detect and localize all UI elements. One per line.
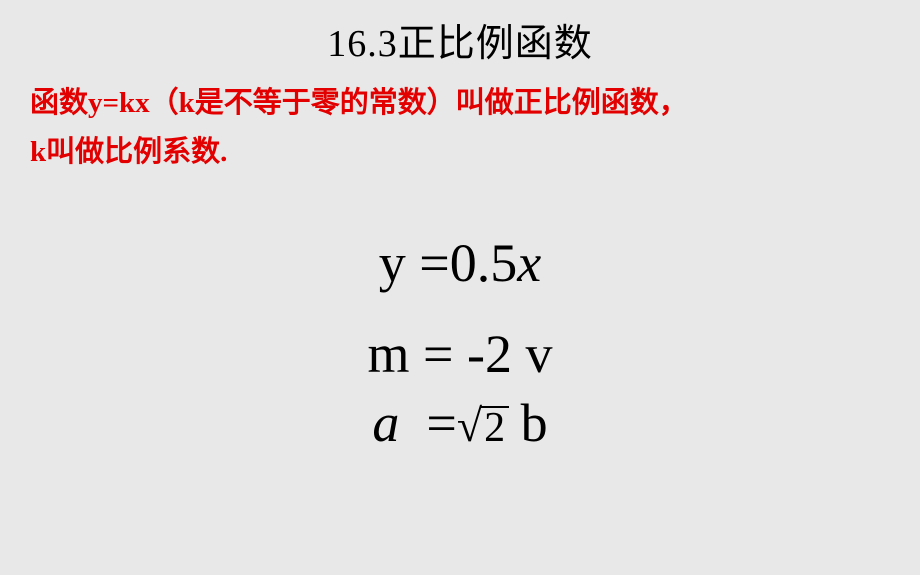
eq1-coef: 0.5: [450, 233, 518, 293]
eq3-lhs: a: [372, 393, 399, 453]
definition-line-1: 函数y=kx（k是不等于零的常数）叫做正比例函数，: [30, 87, 688, 119]
sqrt-wrap: √2: [457, 395, 507, 457]
slide: 16.3正比例函数 函数y=kx（k是不等于零的常数）叫做正比例函数， k叫做比…: [0, 0, 920, 575]
eq3-op: =: [426, 393, 456, 453]
slide-title: 16.3正比例函数: [0, 12, 920, 67]
equation-2: m = -2 v: [0, 318, 920, 391]
definition-text: 函数y=kx（k是不等于零的常数）叫做正比例函数， k叫做比例系数.: [0, 81, 920, 175]
eq1-var: x: [517, 233, 541, 293]
sqrt-sign: √: [457, 395, 482, 457]
equation-1: y =0.5x: [0, 227, 920, 300]
eq3-var: b: [521, 393, 548, 453]
equations-block: y =0.5x m = -2 v a =√2 b: [0, 227, 920, 460]
eq2-coef: -2: [467, 324, 512, 384]
eq2-var: v: [525, 324, 552, 384]
definition-line-2: k叫做比例系数.: [30, 130, 890, 175]
equation-3: a =√2 b: [0, 387, 920, 460]
eq1-op: =: [419, 233, 449, 293]
sqrt-arg: 2: [482, 400, 507, 457]
equation-group-2: m = -2 v a =√2 b: [0, 318, 920, 460]
eq2-op: =: [423, 324, 453, 384]
eq1-lhs: y: [379, 233, 406, 293]
eq2-lhs: m: [368, 324, 410, 384]
